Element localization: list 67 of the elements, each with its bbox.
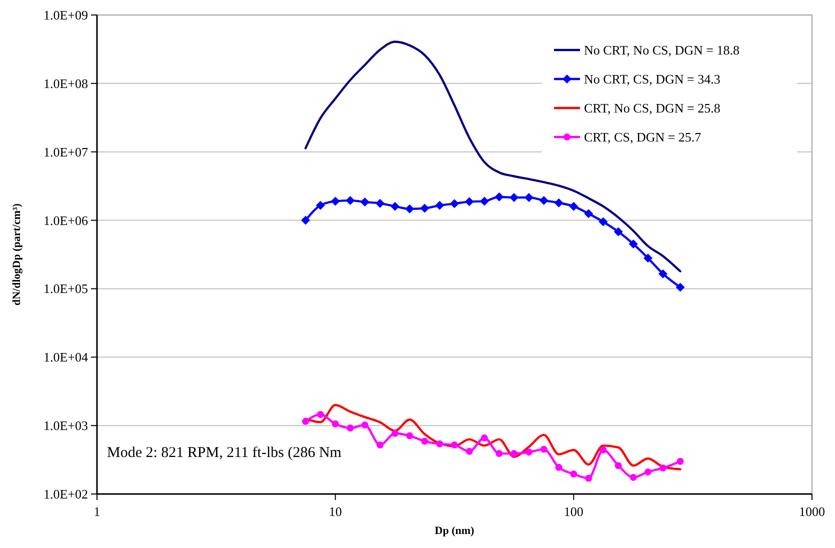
point [450, 199, 459, 208]
point [555, 464, 562, 471]
point [658, 269, 668, 278]
y-tick-label: 1.0E+07 [43, 144, 88, 160]
point [316, 200, 325, 210]
point [301, 216, 310, 225]
point [436, 440, 444, 448]
point [600, 446, 607, 454]
x-axis-title: Dp (nm) [434, 525, 475, 537]
point [628, 240, 638, 249]
legend-label: CRT, CS, DGN = 25.7 [584, 130, 702, 144]
point [554, 198, 564, 208]
point [346, 196, 355, 205]
point [390, 202, 400, 211]
point [510, 450, 518, 458]
point [598, 217, 608, 226]
y-axis-title: dN/dlogDp (part/cm³) [11, 203, 23, 306]
y-tick-label: 1.0E+04 [43, 350, 88, 365]
annotation: Mode 2: 821 RPM, 211 ft-lbs (286 Nm [107, 445, 342, 461]
point [494, 192, 504, 202]
point [421, 438, 428, 445]
point [643, 254, 652, 263]
point [525, 448, 532, 456]
point [659, 464, 666, 472]
point [539, 196, 548, 205]
y-tick-label: 1.0E+02 [43, 486, 88, 502]
y-tick-label: 1.0E+05 [43, 281, 88, 296]
point [570, 470, 578, 478]
legend-label: No CRT, CS, DGN = 34.3 [584, 72, 720, 86]
point [450, 442, 458, 449]
point [332, 420, 339, 428]
x-tick-label: 1000 [799, 504, 825, 519]
point [316, 411, 324, 418]
point [584, 209, 594, 218]
point [480, 434, 488, 442]
x-tick-label: 100 [564, 504, 584, 519]
legend-label: No CRT, No CS, DGN = 18.8 [584, 42, 740, 58]
point [466, 448, 473, 455]
point [435, 200, 444, 210]
point [480, 196, 489, 206]
point [376, 442, 384, 449]
point [420, 204, 430, 213]
point [376, 198, 385, 208]
x-tick-label: 10 [328, 504, 342, 519]
point [405, 204, 414, 214]
point [464, 197, 474, 206]
point [569, 202, 578, 211]
point [540, 446, 548, 453]
y-tick-label: 1.0E+09 [43, 8, 88, 22]
point [346, 424, 354, 432]
legend-label: CRT, No CS, DGN = 25.8 [584, 100, 720, 116]
point [644, 468, 652, 476]
point [330, 196, 340, 206]
point [496, 450, 503, 458]
point [302, 418, 310, 425]
x-tick-label: 1 [94, 504, 100, 519]
point [406, 432, 414, 440]
point [614, 462, 622, 470]
point [392, 430, 399, 437]
point [361, 421, 368, 428]
point [360, 198, 370, 207]
y-tick-label: 1.0E+06 [43, 212, 88, 228]
y-tick-label: 1.0E+03 [43, 418, 88, 434]
point [614, 227, 623, 236]
y-tick-label: 1.0E+08 [43, 76, 88, 91]
point [585, 474, 592, 482]
point [630, 474, 637, 481]
